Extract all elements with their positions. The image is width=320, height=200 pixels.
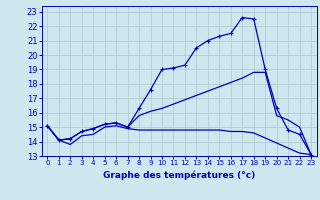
X-axis label: Graphe des températures (°c): Graphe des températures (°c) xyxy=(103,170,255,180)
